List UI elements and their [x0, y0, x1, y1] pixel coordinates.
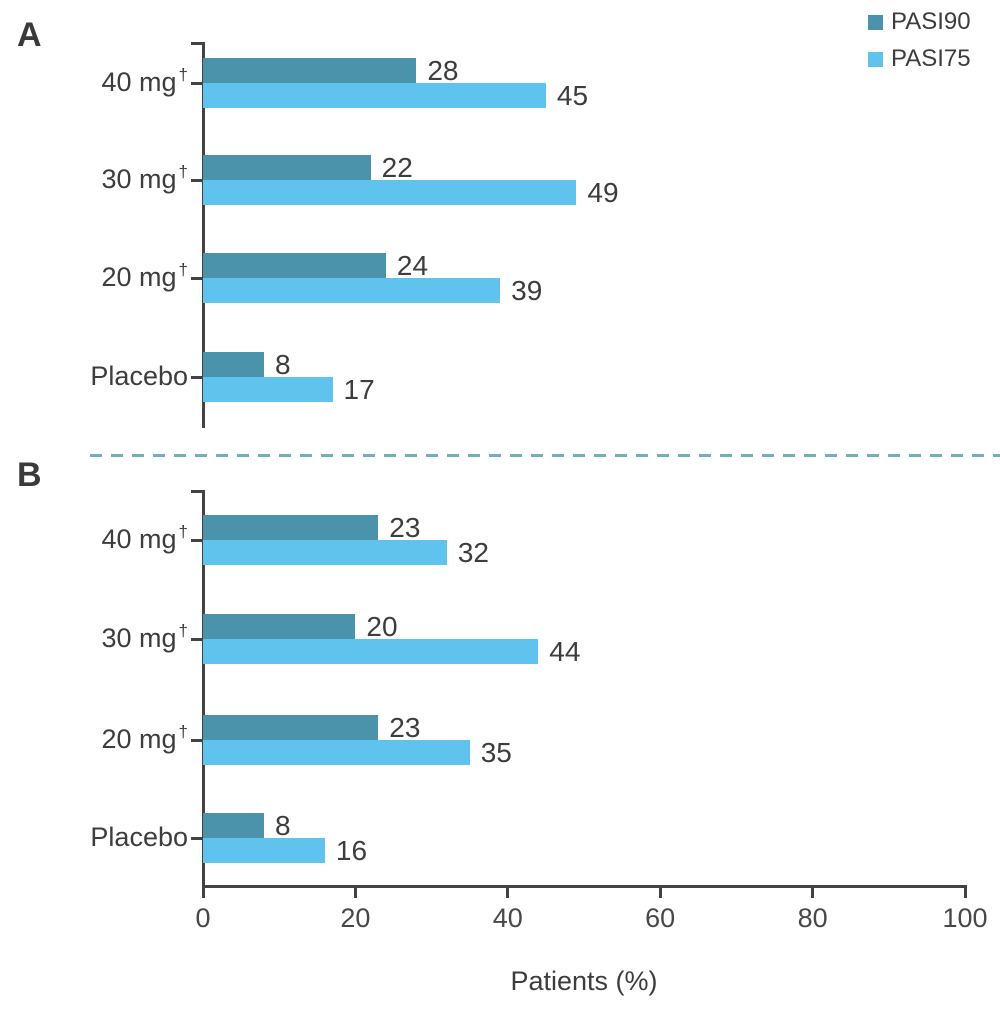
value-label-pasi75: 49 — [587, 177, 619, 208]
bar-pasi75-20mg — [203, 740, 470, 765]
value-label-pasi75: 45 — [556, 80, 589, 111]
y-axis-tick — [191, 538, 203, 542]
x-axis-tick — [963, 888, 967, 898]
bar-pasi75-Placebo — [203, 838, 325, 863]
value-label-pasi75: 32 — [457, 537, 489, 568]
x-axis-tick — [201, 888, 205, 898]
pasi75-swatch-icon — [868, 51, 883, 67]
value-label-pasi75: 35 — [480, 737, 512, 768]
legend-label-pasi90: PASI90 — [891, 8, 971, 35]
bar-pasi90-30mg — [203, 155, 371, 180]
category-label: 40 mg † — [101, 522, 188, 554]
y-axis-tick — [191, 375, 203, 379]
y-axis-end-cap — [191, 42, 203, 45]
y-axis-tick — [191, 178, 203, 182]
category-label: 30 mg † — [101, 162, 188, 194]
x-axis-tick — [506, 888, 510, 898]
panel-b-label: B — [17, 456, 42, 494]
y-axis-tick — [191, 738, 203, 742]
legend-item-pasi90: PASI90 — [868, 8, 971, 36]
value-label-pasi90: 20 — [366, 611, 398, 642]
y-axis-line — [201, 42, 205, 428]
bar-pasi75-40mg — [203, 540, 447, 565]
y-axis-tick — [191, 836, 203, 840]
bar-pasi90-20mg — [203, 253, 386, 278]
x-axis-tick-label: 40 — [492, 903, 523, 933]
value-label-pasi90: 28 — [427, 55, 459, 86]
category-label: 20 mg † — [101, 722, 188, 754]
category-label: 30 mg † — [101, 621, 188, 653]
dagger-superscript: † — [178, 522, 188, 541]
bar-pasi90-Placebo — [203, 352, 264, 377]
y-axis-line — [201, 490, 205, 886]
value-label-pasi75: 17 — [343, 374, 375, 405]
value-label-pasi75: 16 — [335, 835, 368, 866]
x-axis-tick-label: 20 — [340, 903, 371, 933]
x-axis-tick — [658, 888, 662, 898]
bar-pasi75-Placebo — [203, 377, 333, 402]
y-axis-tick — [191, 276, 203, 280]
dagger-superscript: † — [178, 722, 188, 741]
x-axis-tick-label: 100 — [942, 903, 988, 933]
bar-pasi75-30mg — [203, 639, 539, 664]
dagger-superscript: † — [178, 260, 188, 279]
bar-pasi90-30mg — [203, 614, 356, 639]
panel-divider-dashed-line — [90, 454, 1000, 457]
y-axis-tick — [191, 637, 203, 641]
bar-pasi75-40mg — [203, 83, 546, 108]
value-label-pasi75: 39 — [511, 275, 543, 306]
bar-pasi90-40mg — [203, 58, 417, 83]
value-label-pasi75: 44 — [549, 636, 581, 667]
value-label-pasi90: 8 — [274, 810, 291, 841]
x-axis-tick-label: 0 — [195, 903, 211, 933]
y-axis-end-cap — [191, 490, 203, 493]
y-axis-tick — [191, 81, 203, 85]
category-label: 40 mg † — [101, 65, 188, 97]
legend: PASI90 PASI75 — [868, 8, 971, 73]
bar-pasi90-Placebo — [203, 813, 264, 838]
bar-pasi90-40mg — [203, 515, 379, 540]
bar-pasi75-20mg — [203, 278, 501, 303]
x-axis-line — [201, 885, 967, 888]
value-label-pasi90: 24 — [396, 250, 429, 281]
bar-pasi75-30mg — [203, 180, 577, 205]
dagger-superscript: † — [178, 65, 188, 84]
value-label-pasi90: 23 — [389, 512, 421, 543]
value-label-pasi90: 23 — [389, 712, 421, 743]
category-label: Placebo — [90, 361, 188, 391]
x-axis-tick-label: 80 — [797, 903, 828, 933]
x-axis-tick — [811, 888, 815, 898]
x-axis-title: Patients (%) — [510, 966, 658, 996]
legend-item-pasi75: PASI75 — [868, 45, 971, 73]
value-label-pasi90: 22 — [381, 152, 413, 183]
value-label-pasi90: 8 — [274, 349, 291, 380]
bar-pasi90-20mg — [203, 715, 379, 740]
x-axis-tick — [353, 888, 357, 898]
panel-a-label: A — [17, 16, 42, 54]
legend-label-pasi75: PASI75 — [891, 45, 971, 72]
dagger-superscript: † — [178, 162, 188, 181]
category-label: Placebo — [90, 822, 188, 852]
category-label: 20 mg † — [101, 260, 188, 292]
pasi90-swatch-icon — [868, 14, 883, 30]
x-axis-tick-label: 60 — [645, 903, 676, 933]
dagger-superscript: † — [178, 621, 188, 640]
